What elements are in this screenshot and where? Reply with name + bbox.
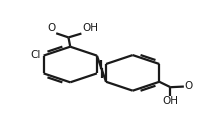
Text: Cl: Cl	[30, 50, 40, 60]
Text: O: O	[185, 81, 193, 91]
Text: O: O	[47, 23, 55, 33]
Text: OH: OH	[163, 96, 178, 106]
Text: OH: OH	[82, 23, 98, 33]
